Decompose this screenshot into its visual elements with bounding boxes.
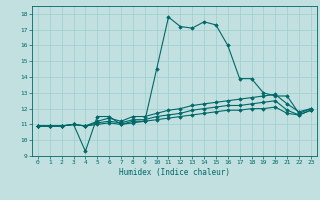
X-axis label: Humidex (Indice chaleur): Humidex (Indice chaleur) (119, 168, 230, 177)
